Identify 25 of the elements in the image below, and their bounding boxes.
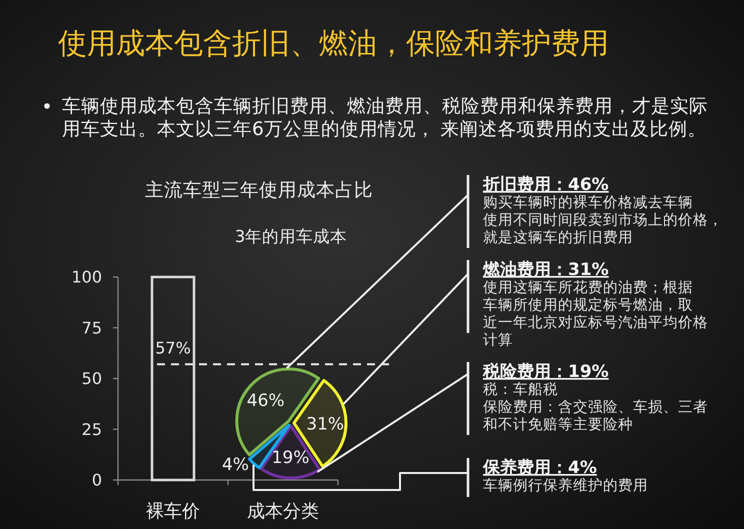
chart-subtitle: 3年的用车成本 <box>234 227 348 246</box>
text: 车辆使用成本包含车辆折旧费用、燃油费用、税险费用和保养费用，才是实际用车支出。本文以三年6万公里的使用情况， 来阐述各项费用的支出及比例。 <box>62 95 708 140</box>
slice-label: 燃油费用：31% <box>482 260 609 280</box>
chart-title: 主流车型三年使用成本占比 <box>145 179 373 201</box>
text: 税：车船税 <box>483 381 558 398</box>
slice-label: 保养费用：4% <box>482 458 597 478</box>
x-tick-label: 裸车价 <box>146 501 200 522</box>
text: 车辆例行保养维护的费用 <box>483 477 648 494</box>
ref-line-label: 57% <box>155 338 191 358</box>
x-tick-label: 成本分类 <box>247 501 319 522</box>
text: 使用成本包含折旧、燃油，保险和养护费用 <box>58 26 609 60</box>
y-tick-label: 75 <box>82 318 102 338</box>
data-label: 4% <box>222 454 249 475</box>
text: 使用这辆车所花费的油费；根据车辆所使用的规定标号燃油，取近一年北京对应标号汽油平均价格计算 <box>483 279 708 348</box>
y-tick-label: 0 <box>92 470 102 490</box>
text: 购买车辆时的裸车价格减去车辆使用不同时间段卖到市场上的价格，就是这辆车的折旧费用 <box>483 194 723 246</box>
y-tick-label: 50 <box>82 369 102 388</box>
data-label: 31% <box>306 414 344 434</box>
data-label: 46% <box>246 391 285 412</box>
text: 保险费用：含交强险、车损、三者和不计免赔等主要险种 <box>483 398 708 433</box>
y-tick-label: 25 <box>82 420 102 439</box>
slice-label: 折旧费用：46% <box>482 175 609 195</box>
data-label: 19% <box>272 448 310 468</box>
y-tick-label: 100 <box>71 268 102 286</box>
slice-label: 税险费用：19% <box>482 362 609 382</box>
